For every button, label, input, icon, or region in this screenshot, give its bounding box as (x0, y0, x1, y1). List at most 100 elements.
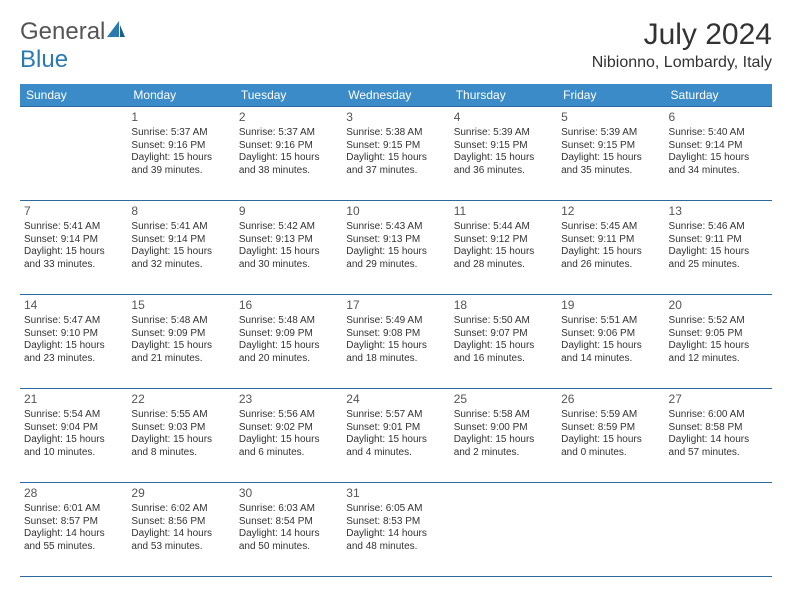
day-header-row: Sunday Monday Tuesday Wednesday Thursday… (20, 84, 772, 107)
calendar-row: 28Sunrise: 6:01 AMSunset: 8:57 PMDayligh… (20, 483, 772, 577)
day-number: 19 (561, 298, 660, 313)
sunrise-text: Sunrise: 5:49 AM (346, 315, 445, 328)
sunrise-text: Sunrise: 5:44 AM (454, 221, 553, 234)
daylight-text: Daylight: 15 hours and 10 minutes. (24, 434, 123, 459)
sunset-text: Sunset: 9:00 PM (454, 422, 553, 435)
calendar-cell: 24Sunrise: 5:57 AMSunset: 9:01 PMDayligh… (342, 389, 449, 483)
sunset-text: Sunset: 9:14 PM (131, 234, 230, 247)
day-number: 26 (561, 392, 660, 407)
sunrise-text: Sunrise: 5:37 AM (131, 127, 230, 140)
calendar-cell-empty (665, 483, 772, 577)
calendar-cell-empty (450, 483, 557, 577)
daylight-text: Daylight: 15 hours and 18 minutes. (346, 340, 445, 365)
sunset-text: Sunset: 9:16 PM (131, 140, 230, 153)
daylight-text: Daylight: 15 hours and 14 minutes. (561, 340, 660, 365)
sunrise-text: Sunrise: 6:00 AM (669, 409, 768, 422)
calendar-cell: 26 Sunrise: 5:59 AMSunset: 8:59 PMDayligh… (557, 389, 664, 483)
sunset-text: Sunset: 9:14 PM (24, 234, 123, 247)
calendar-cell: 13Sunrise: 5:46 AMSunset: 9:11 PMDayligh… (665, 201, 772, 295)
sunset-text: Sunset: 8:53 PM (346, 516, 445, 529)
calendar-cell: 29 Sunrise: 6:02 AMSunset: 8:56 PMDayligh… (127, 483, 234, 577)
sunrise-text: Sunrise: 5:50 AM (454, 315, 553, 328)
sunrise-text: Sunrise: 5:59 AM (561, 409, 660, 422)
daylight-text: Daylight: 14 hours and 55 minutes. (24, 528, 123, 553)
sunrise-text: Sunrise: 5:39 AM (454, 127, 553, 140)
day-number: 29 (131, 486, 230, 501)
sunrise-text: Sunrise: 5:51 AM (561, 315, 660, 328)
sunset-text: Sunset: 9:13 PM (239, 234, 338, 247)
calendar-row: 1Sunrise: 5:37 AMSunset: 9:16 PMDaylight… (20, 107, 772, 201)
calendar-cell: 22Sunrise: 5:55 AMSunset: 9:03 PMDayligh… (127, 389, 234, 483)
sunrise-text: Sunrise: 5:58 AM (454, 409, 553, 422)
daylight-text: Daylight: 15 hours and 12 minutes. (669, 340, 768, 365)
calendar-cell: 7Sunrise: 5:41 AMSunset: 9:14 PMDaylight… (20, 201, 127, 295)
sunrise-text: Sunrise: 5:37 AM (239, 127, 338, 140)
calendar-body: 1Sunrise: 5:37 AMSunset: 9:16 PMDaylight… (20, 107, 772, 577)
month-title: July 2024 (592, 18, 772, 52)
daylight-text: Daylight: 15 hours and 29 minutes. (346, 246, 445, 271)
logo-text-blue: Blue (20, 46, 68, 73)
daylight-text: Daylight: 15 hours and 28 minutes. (454, 246, 553, 271)
calendar-cell: 21 Sunrise: 5:54 AMSunset: 9:04 PMDayligh… (20, 389, 127, 483)
sunrise-text: Sunrise: 5:48 AM (239, 315, 338, 328)
day-number: 18 (454, 298, 553, 313)
sunset-text: Sunset: 9:03 PM (131, 422, 230, 435)
day-number: 31 (346, 486, 445, 501)
sunrise-text: Sunrise: 6:02 AM (131, 503, 230, 516)
calendar-cell: 18 Sunrise: 5:50 AMSunset: 9:07 PMDayligh… (450, 295, 557, 389)
sunset-text: Sunset: 8:56 PM (131, 516, 230, 529)
daylight-text: Daylight: 15 hours and 4 minutes. (346, 434, 445, 459)
sunrise-text: Sunrise: 5:57 AM (346, 409, 445, 422)
sunset-text: Sunset: 8:59 PM (561, 422, 660, 435)
daylight-text: Daylight: 15 hours and 16 minutes. (454, 340, 553, 365)
day-number: 11 (454, 204, 553, 219)
calendar-cell: 14Sunrise: 5:47 AMSunset: 9:10 PMDayligh… (20, 295, 127, 389)
day-header-tue: Tuesday (235, 84, 342, 107)
calendar-cell: 5Sunrise: 5:39 AMSunset: 9:15 PMDaylight… (557, 107, 664, 201)
calendar-table: Sunday Monday Tuesday Wednesday Thursday… (20, 84, 772, 577)
calendar-cell: 17Sunrise: 5:49 AMSunset: 9:08 PMDayligh… (342, 295, 449, 389)
day-header-sun: Sunday (20, 84, 127, 107)
day-number: 21 (24, 392, 123, 407)
sunset-text: Sunset: 8:54 PM (239, 516, 338, 529)
sunrise-text: Sunrise: 5:47 AM (24, 315, 123, 328)
day-number: 28 (24, 486, 123, 501)
calendar-cell: 2Sunrise: 5:37 AMSunset: 9:16 PMDaylight… (235, 107, 342, 201)
daylight-text: Daylight: 15 hours and 20 minutes. (239, 340, 338, 365)
day-number: 25 (454, 392, 553, 407)
daylight-text: Daylight: 15 hours and 39 minutes. (131, 152, 230, 177)
daylight-text: Daylight: 14 hours and 48 minutes. (346, 528, 445, 553)
sunrise-text: Sunrise: 5:56 AM (239, 409, 338, 422)
sunrise-text: Sunrise: 5:54 AM (24, 409, 123, 422)
daylight-text: Daylight: 14 hours and 53 minutes. (131, 528, 230, 553)
calendar-cell: 20Sunrise: 5:52 AMSunset: 9:05 PMDayligh… (665, 295, 772, 389)
daylight-text: Daylight: 15 hours and 0 minutes. (561, 434, 660, 459)
sunset-text: Sunset: 9:11 PM (669, 234, 768, 247)
sunrise-text: Sunrise: 5:41 AM (131, 221, 230, 234)
daylight-text: Daylight: 15 hours and 26 minutes. (561, 246, 660, 271)
daylight-text: Daylight: 15 hours and 33 minutes. (24, 246, 123, 271)
daylight-text: Daylight: 15 hours and 23 minutes. (24, 340, 123, 365)
calendar-row: 14Sunrise: 5:47 AMSunset: 9:10 PMDayligh… (20, 295, 772, 389)
daylight-text: Daylight: 15 hours and 6 minutes. (239, 434, 338, 459)
sunrise-text: Sunrise: 5:40 AM (669, 127, 768, 140)
sunrise-text: Sunrise: 5:48 AM (131, 315, 230, 328)
logo-text-general: General (20, 18, 105, 45)
calendar-cell: 16Sunrise: 5:48 AMSunset: 9:09 PMDayligh… (235, 295, 342, 389)
calendar-cell: 27Sunrise: 6:00 AMSunset: 8:58 PMDayligh… (665, 389, 772, 483)
sunset-text: Sunset: 9:15 PM (454, 140, 553, 153)
day-header-fri: Friday (557, 84, 664, 107)
calendar-cell: 25Sunrise: 5:58 AMSunset: 9:00 PMDayligh… (450, 389, 557, 483)
day-number: 8 (131, 204, 230, 219)
day-number: 4 (454, 110, 553, 125)
sunset-text: Sunset: 9:10 PM (24, 328, 123, 341)
daylight-text: Daylight: 14 hours and 50 minutes. (239, 528, 338, 553)
day-header-wed: Wednesday (342, 84, 449, 107)
daylight-text: Daylight: 15 hours and 30 minutes. (239, 246, 338, 271)
calendar-cell: 9Sunrise: 5:42 AMSunset: 9:13 PMDaylight… (235, 201, 342, 295)
calendar-cell: 19 Sunrise: 5:51 AMSunset: 9:06 PMDayligh… (557, 295, 664, 389)
sunset-text: Sunset: 9:07 PM (454, 328, 553, 341)
sunset-text: Sunset: 9:04 PM (24, 422, 123, 435)
sunset-text: Sunset: 9:06 PM (561, 328, 660, 341)
daylight-text: Daylight: 15 hours and 8 minutes. (131, 434, 230, 459)
